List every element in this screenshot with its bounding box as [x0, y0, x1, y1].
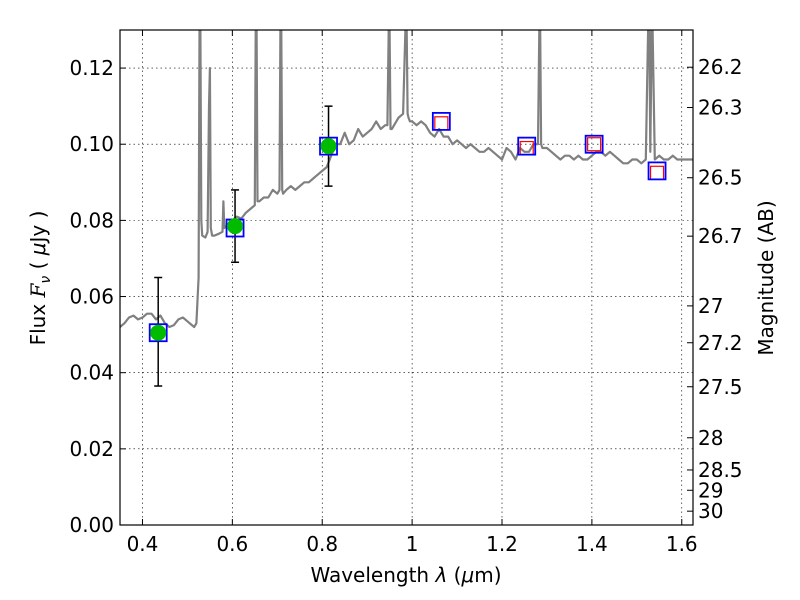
x-tick-label: 1.6 — [666, 532, 698, 556]
y2-tick-label: 26.7 — [698, 224, 743, 248]
y2-tick-label: 30 — [698, 499, 723, 523]
y2-tick-label: 27.5 — [698, 375, 743, 399]
y-tick-label: 0.04 — [69, 361, 114, 385]
y-tick-label: 0.08 — [69, 208, 114, 232]
y2-tick-label: 28.5 — [698, 458, 743, 482]
model-flux-marker — [431, 111, 451, 131]
model-flux-marker — [584, 134, 604, 154]
x-axis-title-unit: m) — [474, 563, 501, 587]
spectrum-layer — [120, 30, 693, 329]
y2-tick-label: 27.2 — [698, 331, 743, 355]
x-tick-label: 1 — [406, 532, 419, 556]
x-tick-label: 0.6 — [216, 532, 248, 556]
y2-tick-label: 29 — [698, 478, 723, 502]
y-axis-title: Flux Fν ( μJy ) — [26, 211, 54, 346]
y-tick-label: 0.06 — [69, 285, 114, 309]
model-flux-marker — [517, 136, 537, 156]
observed-flux-point — [227, 218, 244, 235]
y-tick-label: 0.02 — [69, 437, 114, 461]
y-tick-label: 0.12 — [69, 56, 114, 80]
y-axis-title-subscript: ν — [38, 276, 54, 284]
y-axis-title-unit: Jy ) — [26, 211, 50, 245]
y2-tick-label: 26.5 — [698, 166, 743, 190]
predicted-flux-marker — [587, 137, 602, 152]
x-tick-label: 1.4 — [576, 532, 608, 556]
y-axis-title-paren-open: ( — [26, 255, 50, 276]
observed-flux-point — [150, 324, 167, 341]
x-tick-label: 1.2 — [486, 532, 518, 556]
y-tick-label: 0.00 — [69, 513, 114, 537]
model-flux-marker — [647, 161, 667, 181]
x-axis-title-text: Wavelength — [310, 563, 435, 587]
y2-tick-label: 26.2 — [698, 55, 743, 79]
x-axis-title-mu: μ — [460, 563, 474, 587]
y2-tick-label: 27 — [698, 294, 723, 318]
observed-flux-point — [320, 138, 337, 155]
x-axis-title-paren-open: ( — [447, 563, 461, 587]
marker-layer — [148, 105, 667, 387]
grid-lines — [120, 30, 693, 526]
y-axis-title-text: Flux — [26, 297, 50, 345]
x-tick-label: 0.4 — [127, 532, 159, 556]
y2-tick-label: 26.3 — [698, 95, 743, 119]
y-axis-title-symbol: F — [26, 282, 50, 298]
model-spectrum-line — [120, 30, 693, 329]
x-tick-label: 0.8 — [306, 532, 338, 556]
y2-axis-title: Magnitude (AB) — [754, 200, 778, 355]
x-axis-title: Wavelength λ (μm) — [310, 563, 501, 587]
tick-labels: 0.4 0.6 0.8 1 1.2 1.4 1.6 0.00 0.02 0.04 0.06 0.08 0… — [69, 55, 742, 556]
plot-frame — [119, 29, 694, 526]
model-flux-marker — [319, 136, 338, 156]
y-tick-label: 0.10 — [69, 132, 114, 156]
y-axis-title-mu: μ — [26, 242, 50, 256]
model-flux-marker — [148, 323, 168, 343]
x-axis-title-lambda: λ — [434, 563, 447, 587]
y2-tick-label: 28 — [698, 426, 723, 450]
